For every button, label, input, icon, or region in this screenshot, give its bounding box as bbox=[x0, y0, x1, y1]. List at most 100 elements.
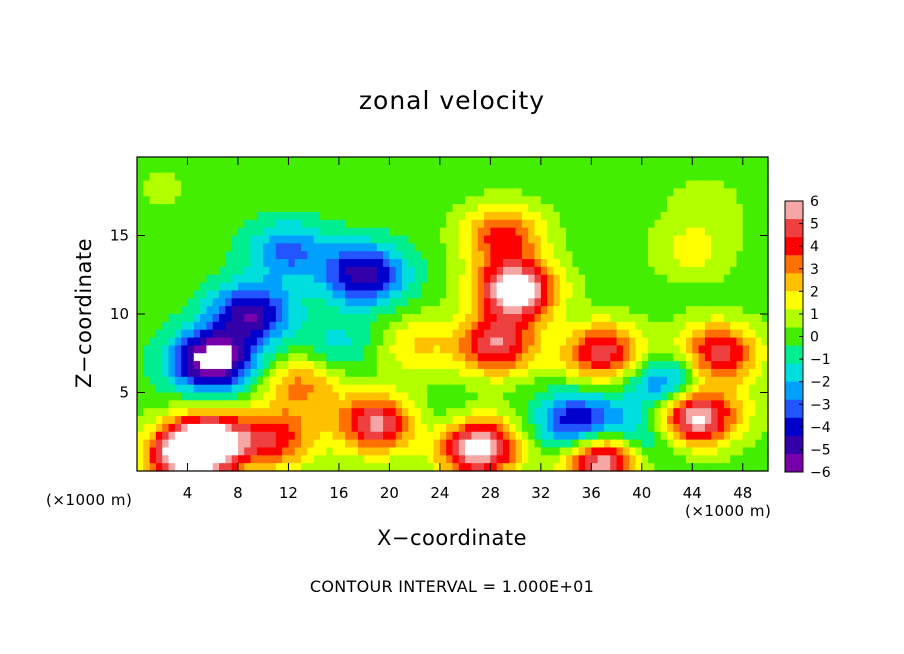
heatmap-cell bbox=[540, 353, 548, 362]
heatmap-cell bbox=[181, 416, 189, 425]
heatmap-cell bbox=[219, 408, 226, 417]
heatmap-cell bbox=[414, 188, 422, 197]
heatmap-cell bbox=[597, 384, 605, 394]
heatmap-cell bbox=[383, 266, 390, 276]
heatmap-cell bbox=[679, 353, 687, 362]
heatmap-cell bbox=[452, 211, 460, 221]
heatmap-cell bbox=[660, 274, 668, 284]
heatmap-cell bbox=[357, 431, 365, 441]
heatmap-cell bbox=[704, 172, 712, 182]
heatmap-cell bbox=[585, 392, 592, 401]
heatmap-cell bbox=[622, 164, 630, 174]
heatmap-cell bbox=[250, 400, 258, 409]
heatmap-cell bbox=[635, 227, 643, 237]
heatmap-cell bbox=[219, 180, 226, 189]
heatmap-cell bbox=[288, 423, 296, 433]
heatmap-cell bbox=[585, 172, 592, 182]
heatmap-cell bbox=[168, 439, 176, 449]
heatmap-cell bbox=[660, 219, 668, 229]
heatmap-cell bbox=[206, 353, 214, 362]
heatmap-cell bbox=[458, 235, 466, 244]
heatmap-cell bbox=[294, 164, 302, 174]
heatmap-cell bbox=[155, 274, 163, 284]
heatmap-cell bbox=[660, 423, 668, 433]
heatmap-cell bbox=[282, 345, 290, 354]
heatmap-cell bbox=[736, 251, 744, 260]
heatmap-cell bbox=[244, 227, 252, 237]
heatmap-cell bbox=[143, 204, 151, 213]
heatmap-cell bbox=[319, 251, 327, 260]
heatmap-cell bbox=[389, 204, 397, 213]
heatmap-cell bbox=[269, 298, 277, 307]
heatmap-cell bbox=[667, 423, 674, 433]
heatmap-cell bbox=[490, 392, 498, 401]
heatmap-cell bbox=[648, 345, 656, 354]
heatmap-cell bbox=[471, 455, 479, 464]
heatmap-cell bbox=[275, 235, 283, 244]
heatmap-cell bbox=[528, 298, 536, 307]
heatmap-cell bbox=[490, 282, 498, 292]
heatmap-cell bbox=[174, 211, 182, 221]
heatmap-cell bbox=[282, 439, 290, 449]
heatmap-cell bbox=[345, 188, 353, 197]
heatmap-cell bbox=[219, 157, 226, 166]
heatmap-cell bbox=[749, 290, 756, 299]
colorbar-tick-label: −2 bbox=[810, 375, 831, 391]
heatmap-cell bbox=[389, 219, 397, 229]
heatmap-cell bbox=[433, 400, 441, 409]
heatmap-cell bbox=[616, 455, 624, 464]
heatmap-cell bbox=[704, 219, 712, 229]
heatmap-cell bbox=[237, 259, 245, 268]
heatmap-cell bbox=[174, 204, 182, 213]
heatmap-cell bbox=[521, 306, 529, 315]
heatmap-cell bbox=[225, 321, 233, 331]
heatmap-cell bbox=[332, 306, 340, 315]
heatmap-cell bbox=[433, 172, 441, 182]
heatmap-cell bbox=[332, 196, 340, 205]
heatmap-cell bbox=[484, 368, 491, 378]
heatmap-cell bbox=[275, 361, 283, 370]
heatmap-cell bbox=[667, 196, 674, 205]
heatmap-cell bbox=[307, 306, 315, 315]
heatmap-cell bbox=[301, 266, 308, 276]
heatmap-cell bbox=[458, 314, 466, 323]
heatmap-cell bbox=[673, 329, 681, 339]
heatmap-cell bbox=[307, 259, 315, 268]
heatmap-cell bbox=[515, 416, 523, 425]
heatmap-cell bbox=[654, 266, 662, 276]
heatmap-cell bbox=[282, 455, 290, 464]
heatmap-cell bbox=[572, 219, 580, 229]
heatmap-cell bbox=[578, 306, 586, 315]
heatmap-cell bbox=[446, 463, 454, 472]
heatmap-cell bbox=[351, 376, 359, 386]
colorbar-swatch bbox=[785, 309, 803, 328]
heatmap-cell bbox=[490, 274, 498, 284]
heatmap-cell bbox=[496, 157, 504, 166]
heatmap-cell bbox=[200, 204, 208, 213]
heatmap-cell bbox=[256, 392, 264, 401]
heatmap-cell bbox=[250, 353, 258, 362]
heatmap-cell bbox=[667, 408, 674, 417]
heatmap-cell bbox=[389, 423, 397, 433]
heatmap-cell bbox=[717, 345, 725, 354]
heatmap-cell bbox=[237, 416, 245, 425]
heatmap-cell bbox=[269, 219, 277, 229]
heatmap-cell bbox=[528, 321, 536, 331]
heatmap-cell bbox=[553, 368, 561, 378]
heatmap-cell bbox=[641, 251, 649, 260]
heatmap-cell bbox=[755, 463, 763, 472]
heatmap-cell bbox=[755, 368, 763, 378]
heatmap-cell bbox=[155, 219, 163, 229]
heatmap-cell bbox=[301, 463, 308, 472]
heatmap-cell bbox=[357, 455, 365, 464]
heatmap-cell bbox=[420, 314, 428, 323]
heatmap-cell bbox=[420, 439, 428, 449]
heatmap-cell bbox=[143, 282, 151, 292]
heatmap-cell bbox=[484, 290, 491, 299]
heatmap-cell bbox=[458, 439, 466, 449]
heatmap-cell bbox=[237, 298, 245, 307]
heatmap-cell bbox=[307, 227, 315, 237]
heatmap-cell bbox=[389, 431, 397, 441]
heatmap-cell bbox=[301, 251, 308, 260]
heatmap-cell bbox=[414, 361, 422, 370]
